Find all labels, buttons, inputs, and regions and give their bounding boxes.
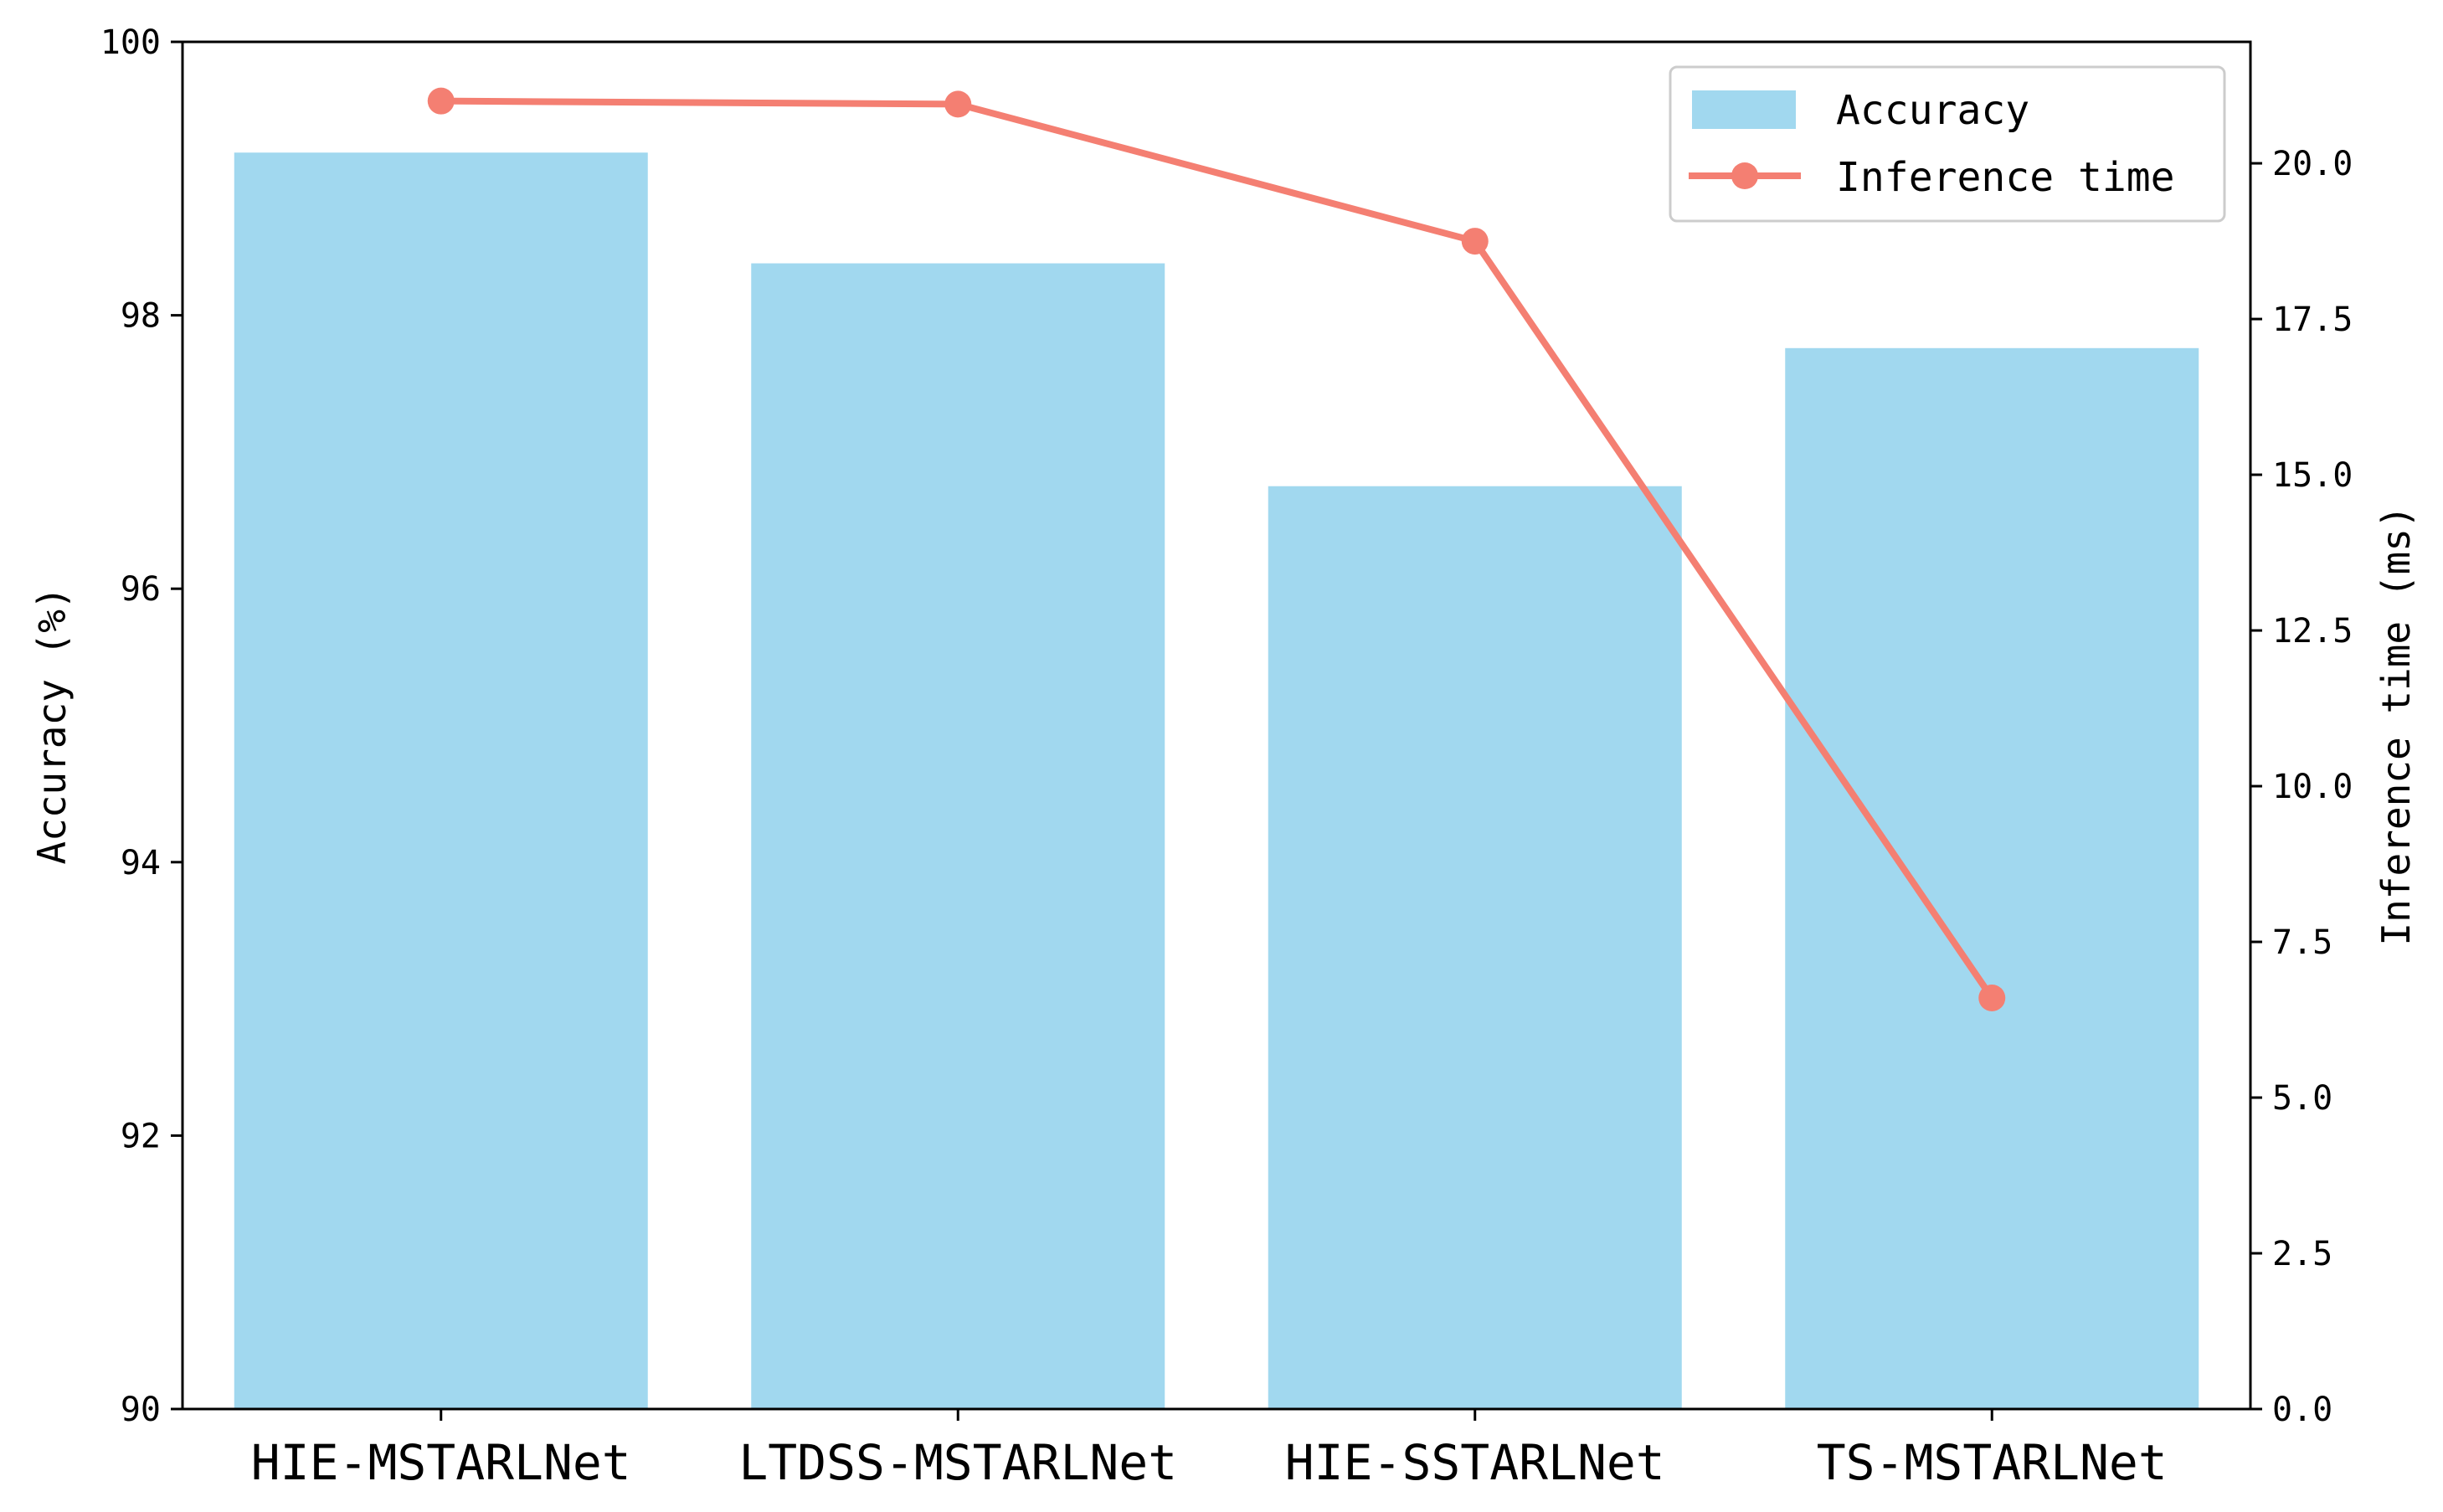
y-tick-label-right-3: 7.5: [2272, 923, 2332, 962]
bar-1: [234, 152, 648, 1410]
y-tick-label-right-4: 10.0: [2272, 768, 2353, 806]
legend-swatch-accuracy: [1692, 90, 1796, 129]
y-tick-label-left-2: 94: [121, 844, 161, 882]
line-point-2: [944, 90, 972, 118]
bar-4: [1785, 347, 2199, 1409]
bar-3: [1268, 486, 1682, 1409]
legend: Accuracy Inference time: [1669, 65, 2226, 223]
x-tick-label-3: TS-MSTARLNet: [1817, 1434, 2168, 1491]
y-tick-label-left-1: 92: [121, 1117, 161, 1155]
y-tick-label-left-0: 90: [121, 1391, 161, 1429]
line-point-1: [427, 87, 455, 115]
y-tick-label-right-7: 17.5: [2272, 301, 2353, 339]
x-tick-label-1: LTDSS-MSTARLNet: [738, 1434, 1177, 1491]
y-tick-label-right-8: 20.0: [2272, 145, 2353, 183]
y-tick-label-right-5: 12.5: [2272, 612, 2353, 651]
y-tick-label-left-5: 100: [100, 23, 161, 62]
line-series: [427, 87, 2006, 1011]
line-point-4: [1978, 984, 2006, 1011]
y-tick-label-right-2: 5.0: [2272, 1079, 2332, 1118]
line-point-3: [1461, 228, 1489, 255]
y-tick-label-right-6: 15.0: [2272, 456, 2353, 495]
y-tick-label-left-4: 98: [121, 297, 161, 336]
y-axis-title-right: Inference time (ms): [2374, 505, 2419, 945]
y-tick-label-left-3: 96: [121, 570, 161, 609]
x-tick-label-0: HIE-MSTARLNet: [251, 1434, 631, 1491]
legend-swatch-inference-marker: [1731, 162, 1758, 189]
y-tick-label-right-0: 0.0: [2272, 1391, 2332, 1429]
y-axis-title-left: Accuracy (%): [29, 586, 75, 864]
plot-frame: [181, 40, 2252, 1411]
x-tick-label-2: HIE-SSTARLNet: [1285, 1434, 1665, 1491]
axes: 90 92 94 96 98 100 0.0 2.5 5.0 7.5 10.0 12.5 15.0 17.…: [100, 23, 2353, 1491]
legend-label-accuracy: Accuracy: [1836, 87, 2029, 134]
legend-label-inference: Inference time: [1836, 154, 2175, 201]
legend-box: [1669, 65, 2226, 223]
bar-group: [234, 152, 2199, 1410]
inference-line: [440, 97, 1995, 1000]
y-tick-label-right-1: 2.5: [2272, 1235, 2332, 1273]
bar-2: [751, 263, 1165, 1409]
